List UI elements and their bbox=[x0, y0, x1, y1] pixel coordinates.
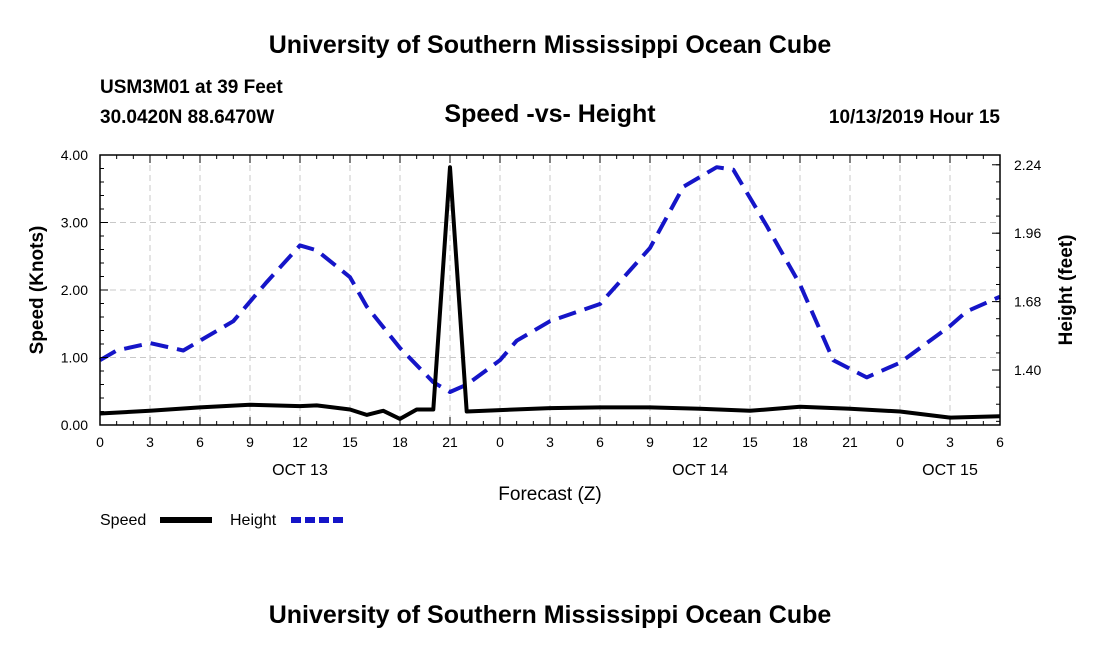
date-label: 10/13/2019 Hour 15 bbox=[828, 107, 1000, 128]
x-tick-label: 6 bbox=[596, 434, 604, 450]
legend-height-label: Height bbox=[230, 512, 277, 529]
y-axis-title-right: Height (feet) bbox=[1056, 235, 1077, 346]
x-tick-label: 21 bbox=[442, 434, 458, 450]
grid-lines bbox=[100, 155, 1000, 425]
x-tick-label: 18 bbox=[392, 434, 408, 450]
y-tick-label: 3.00 bbox=[61, 215, 88, 231]
x-tick-label: 3 bbox=[946, 434, 954, 450]
legend: Speed Height bbox=[100, 512, 343, 529]
y-tick-label: 4.00 bbox=[61, 147, 88, 163]
y-tick-label: 0.00 bbox=[61, 417, 88, 433]
x-axis-title: Forecast (Z) bbox=[498, 484, 601, 505]
x-tick-label: 9 bbox=[246, 434, 254, 450]
x-tick-label: 0 bbox=[496, 434, 504, 450]
x-tick-label: 0 bbox=[896, 434, 904, 450]
chart-subtitle: Speed -vs- Height bbox=[444, 100, 656, 128]
y-tick-label: 2.00 bbox=[61, 282, 88, 298]
y-axis-title-left: Speed (Knots) bbox=[27, 226, 48, 355]
legend-speed-label: Speed bbox=[100, 512, 146, 529]
height-line bbox=[98, 165, 1001, 394]
y2-tick-label: 1.96 bbox=[1014, 225, 1041, 241]
x-tick-label: 12 bbox=[292, 434, 308, 450]
x-tick-label: 3 bbox=[146, 434, 154, 450]
x-tick-label: 18 bbox=[792, 434, 808, 450]
chart-top-title: University of Southern Mississippi Ocean… bbox=[268, 31, 832, 59]
day-label: OCT 15 bbox=[922, 462, 978, 479]
y-tick-label: 1.00 bbox=[61, 350, 88, 366]
x-tick-label: 21 bbox=[842, 434, 858, 450]
height-series bbox=[98, 165, 1001, 394]
x-tick-label: 3 bbox=[546, 434, 554, 450]
speed-series bbox=[99, 165, 1001, 421]
location-label: 30.0420N 88.6470W bbox=[100, 107, 275, 128]
day-label: OCT 14 bbox=[672, 462, 728, 479]
x-tick-label: 0 bbox=[96, 434, 104, 450]
speed-line bbox=[99, 165, 1001, 421]
y2-tick-label: 1.68 bbox=[1014, 294, 1041, 310]
y2-tick-label: 1.40 bbox=[1014, 362, 1041, 378]
x-tick-label: 12 bbox=[692, 434, 708, 450]
station-label: USM3M01 at 39 Feet bbox=[100, 77, 283, 98]
axes: 0 3 6 9 12 15 18 21 0 3 6 9 12 15 18 21 0 3 6 OCT 13 OCT 14 O… bbox=[61, 147, 1042, 479]
x-tick-label: 15 bbox=[342, 434, 358, 450]
y2-tick-label: 2.24 bbox=[1014, 157, 1041, 173]
chart-bottom-title: University of Southern Mississippi Ocean… bbox=[268, 601, 832, 629]
x-tick-label: 9 bbox=[646, 434, 654, 450]
x-tick-label: 15 bbox=[742, 434, 758, 450]
x-tick-label: 6 bbox=[996, 434, 1004, 450]
x-tick-label: 6 bbox=[196, 434, 204, 450]
day-label: OCT 13 bbox=[272, 462, 328, 479]
